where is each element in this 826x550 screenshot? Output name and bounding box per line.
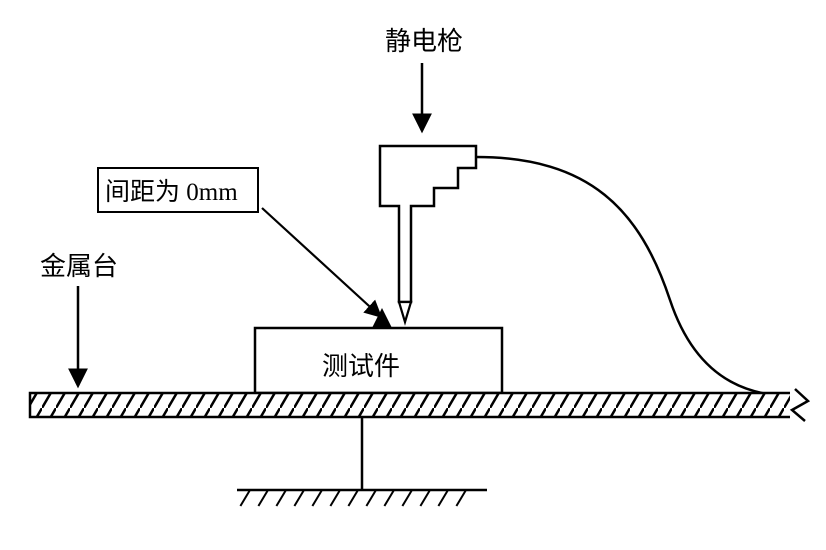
ground-hatch-line xyxy=(330,490,340,506)
ground-hatch-line xyxy=(312,490,322,506)
ground-hatch-line xyxy=(366,490,376,506)
gap-label-text: 间距为 0mm xyxy=(105,178,238,206)
gap-arrow xyxy=(262,208,380,316)
esd-gun-cable xyxy=(476,157,795,397)
metal-table-bar xyxy=(30,393,800,417)
ground-hatch-line xyxy=(258,490,268,506)
esd-gun-label: 静电枪 xyxy=(385,27,463,56)
ground-hatch xyxy=(240,490,466,506)
test-piece-label: 测试件 xyxy=(322,352,400,381)
ground-hatch-line xyxy=(276,490,286,506)
ground-hatch-line xyxy=(438,490,448,506)
ground-hatch-line xyxy=(384,490,394,506)
esd-gun-tip xyxy=(399,302,411,322)
ground-hatch-line xyxy=(240,490,250,506)
ground-hatch-line xyxy=(402,490,412,506)
ground-hatch-line xyxy=(420,490,430,506)
ground-hatch-line xyxy=(348,490,358,506)
metal-table-label: 金属台 xyxy=(40,252,118,281)
ground-hatch-line xyxy=(294,490,304,506)
table-break-mask xyxy=(790,389,826,421)
esd-gun-body xyxy=(380,146,476,302)
ground-hatch-line xyxy=(456,490,466,506)
